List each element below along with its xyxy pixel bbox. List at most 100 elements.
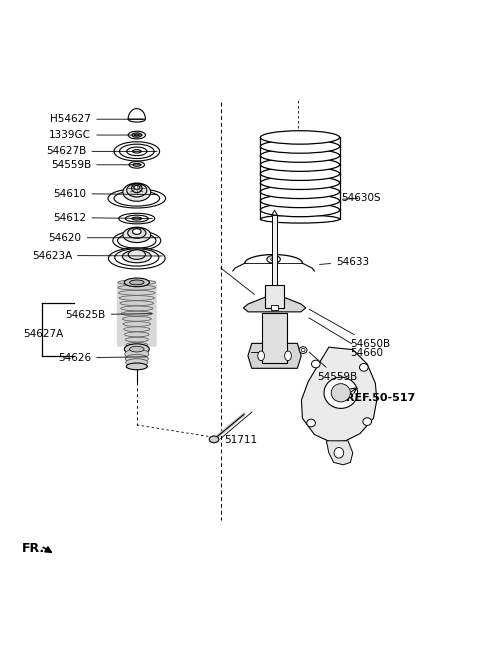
Ellipse shape xyxy=(278,134,322,141)
Text: 54627B: 54627B xyxy=(46,146,157,156)
Ellipse shape xyxy=(285,351,291,361)
Ellipse shape xyxy=(118,285,156,290)
Ellipse shape xyxy=(128,250,145,259)
Ellipse shape xyxy=(307,419,315,427)
Ellipse shape xyxy=(108,248,165,269)
Ellipse shape xyxy=(124,278,149,287)
Ellipse shape xyxy=(130,346,144,352)
Ellipse shape xyxy=(123,183,151,201)
Ellipse shape xyxy=(260,140,340,154)
Bar xyxy=(265,285,284,308)
Ellipse shape xyxy=(132,217,142,220)
Ellipse shape xyxy=(132,184,142,193)
Text: 54559B: 54559B xyxy=(51,160,142,170)
Ellipse shape xyxy=(324,377,358,409)
Polygon shape xyxy=(301,347,377,442)
Ellipse shape xyxy=(115,249,159,266)
Ellipse shape xyxy=(125,354,148,363)
FancyBboxPatch shape xyxy=(117,281,156,347)
Text: 54610: 54610 xyxy=(53,189,157,199)
Ellipse shape xyxy=(271,257,276,261)
Ellipse shape xyxy=(260,131,340,144)
Ellipse shape xyxy=(132,150,141,153)
Ellipse shape xyxy=(114,191,159,206)
Ellipse shape xyxy=(119,291,155,295)
Ellipse shape xyxy=(127,184,147,197)
Ellipse shape xyxy=(114,142,159,161)
Text: 51711: 51711 xyxy=(225,434,258,445)
Ellipse shape xyxy=(363,418,372,426)
Ellipse shape xyxy=(133,163,141,166)
Ellipse shape xyxy=(260,194,340,208)
Text: 54626: 54626 xyxy=(58,353,146,363)
Ellipse shape xyxy=(124,344,149,354)
Text: 54627A: 54627A xyxy=(23,329,63,338)
Ellipse shape xyxy=(209,436,219,443)
Ellipse shape xyxy=(127,147,147,155)
Ellipse shape xyxy=(108,189,166,208)
Text: 54623A: 54623A xyxy=(32,251,162,260)
Ellipse shape xyxy=(258,351,264,361)
Ellipse shape xyxy=(122,250,151,262)
Ellipse shape xyxy=(134,134,139,136)
Text: FR.: FR. xyxy=(22,543,45,555)
Ellipse shape xyxy=(121,306,153,311)
Ellipse shape xyxy=(130,280,144,285)
Ellipse shape xyxy=(312,360,320,368)
Text: H54627: H54627 xyxy=(50,114,143,124)
Ellipse shape xyxy=(132,133,142,137)
Ellipse shape xyxy=(128,131,145,139)
Ellipse shape xyxy=(119,296,155,300)
Ellipse shape xyxy=(118,280,156,285)
Text: 54620: 54620 xyxy=(48,233,158,243)
Ellipse shape xyxy=(123,321,151,327)
Bar xyxy=(271,305,278,310)
Ellipse shape xyxy=(260,167,340,180)
Ellipse shape xyxy=(120,301,154,306)
Ellipse shape xyxy=(129,161,144,168)
Text: REF.50-517: REF.50-517 xyxy=(346,392,415,403)
Text: 54559B: 54559B xyxy=(309,352,357,382)
Ellipse shape xyxy=(125,215,148,222)
Ellipse shape xyxy=(134,186,140,190)
Text: 54633: 54633 xyxy=(320,256,369,267)
Text: 54612: 54612 xyxy=(53,213,152,222)
Ellipse shape xyxy=(124,327,150,331)
Ellipse shape xyxy=(334,447,344,458)
Polygon shape xyxy=(326,441,353,465)
Text: 54625B: 54625B xyxy=(65,310,152,319)
Ellipse shape xyxy=(125,349,149,359)
Ellipse shape xyxy=(126,363,147,370)
Ellipse shape xyxy=(128,228,146,238)
Ellipse shape xyxy=(126,359,148,367)
Ellipse shape xyxy=(125,337,148,342)
Ellipse shape xyxy=(122,316,151,321)
Text: 1339GC: 1339GC xyxy=(49,130,143,140)
Ellipse shape xyxy=(260,215,340,223)
Ellipse shape xyxy=(128,116,145,122)
Ellipse shape xyxy=(260,158,340,171)
Polygon shape xyxy=(248,343,301,368)
Ellipse shape xyxy=(118,233,156,249)
Ellipse shape xyxy=(331,384,350,402)
Ellipse shape xyxy=(260,149,340,162)
Ellipse shape xyxy=(260,185,340,199)
Ellipse shape xyxy=(360,363,368,371)
Ellipse shape xyxy=(119,213,155,224)
Ellipse shape xyxy=(267,256,280,263)
Text: 54660: 54660 xyxy=(309,318,384,358)
Ellipse shape xyxy=(301,348,305,352)
Bar xyxy=(262,313,287,363)
Ellipse shape xyxy=(120,144,154,159)
Ellipse shape xyxy=(126,342,148,347)
Ellipse shape xyxy=(132,229,141,234)
Polygon shape xyxy=(128,109,145,119)
Ellipse shape xyxy=(260,203,340,216)
Ellipse shape xyxy=(113,231,161,250)
Polygon shape xyxy=(243,295,306,312)
Text: 54630S: 54630S xyxy=(341,194,381,203)
Ellipse shape xyxy=(124,332,149,337)
Ellipse shape xyxy=(260,176,340,190)
Ellipse shape xyxy=(123,227,151,243)
Text: 54650B: 54650B xyxy=(309,309,391,349)
